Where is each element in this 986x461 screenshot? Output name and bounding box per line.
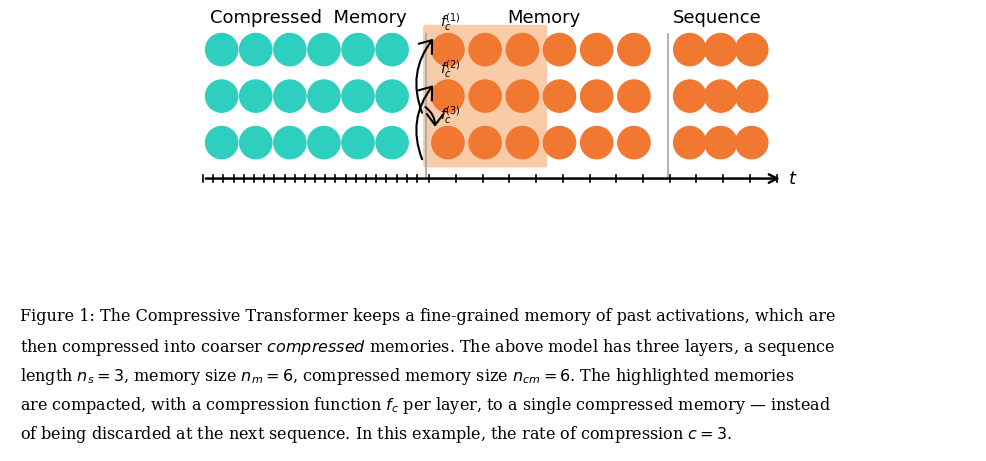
Circle shape [468,80,501,112]
Circle shape [308,126,340,159]
Circle shape [580,80,612,112]
Circle shape [205,126,238,159]
Circle shape [543,126,575,159]
Circle shape [273,126,306,159]
Circle shape [672,126,705,159]
Text: are compacted, with a compression function $f_c$ per layer, to a single compress: are compacted, with a compression functi… [20,396,830,416]
FancyBboxPatch shape [423,71,546,121]
Circle shape [431,80,463,112]
Circle shape [543,34,575,66]
Text: $f_c^{(3)}$: $f_c^{(3)}$ [440,105,460,126]
Text: length $n_s = 3$, memory size $n_m = 6$, compressed memory size $n_{cm} = 6$. Th: length $n_s = 3$, memory size $n_m = 6$,… [20,366,794,387]
Circle shape [468,34,501,66]
Circle shape [735,80,767,112]
Text: of being discarded at the next sequence. In this example, the rate of compressio: of being discarded at the next sequence.… [20,425,732,445]
Circle shape [273,34,306,66]
Circle shape [672,34,705,66]
Text: then compressed into coarser $\mathit{compressed}$ memories. The above model has: then compressed into coarser $\mathit{co… [20,337,834,358]
FancyArrowPatch shape [416,87,432,159]
Circle shape [704,34,737,66]
Circle shape [580,34,612,66]
Text: $f_c^{(2)}$: $f_c^{(2)}$ [440,58,460,80]
Circle shape [240,126,271,159]
Text: Sequence: Sequence [672,9,761,27]
Circle shape [617,80,650,112]
Circle shape [376,126,408,159]
Circle shape [341,34,374,66]
Text: $f_c^{(1)}$: $f_c^{(1)}$ [440,12,460,34]
Circle shape [617,34,650,66]
Text: Memory: Memory [507,9,580,27]
FancyBboxPatch shape [423,118,546,167]
Circle shape [506,80,538,112]
Text: Figure 1: The Compressive Transformer keeps a fine-grained memory of past activa: Figure 1: The Compressive Transformer ke… [20,308,834,325]
Circle shape [376,80,408,112]
Circle shape [273,80,306,112]
Circle shape [205,80,238,112]
FancyBboxPatch shape [423,25,546,74]
Circle shape [506,34,538,66]
FancyArrowPatch shape [425,107,443,125]
FancyArrowPatch shape [416,40,432,113]
Text: $t$: $t$ [787,170,797,188]
Circle shape [704,80,737,112]
Circle shape [543,80,575,112]
Circle shape [341,126,374,159]
Circle shape [735,34,767,66]
Circle shape [376,34,408,66]
Circle shape [431,34,463,66]
Circle shape [240,34,271,66]
Circle shape [672,80,705,112]
Circle shape [308,80,340,112]
Circle shape [205,34,238,66]
Text: Compressed  Memory: Compressed Memory [210,9,406,27]
Circle shape [341,80,374,112]
Circle shape [735,126,767,159]
Circle shape [704,126,737,159]
Circle shape [240,80,271,112]
Circle shape [308,34,340,66]
Circle shape [580,126,612,159]
Circle shape [617,126,650,159]
Circle shape [431,126,463,159]
Circle shape [468,126,501,159]
Circle shape [506,126,538,159]
